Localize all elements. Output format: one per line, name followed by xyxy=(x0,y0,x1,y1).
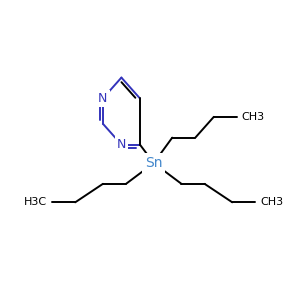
Text: CH3: CH3 xyxy=(242,112,265,122)
Text: Sn: Sn xyxy=(145,156,163,170)
Text: CH3: CH3 xyxy=(260,197,283,207)
Text: N: N xyxy=(98,92,108,105)
Text: N: N xyxy=(117,138,126,151)
Text: H3C: H3C xyxy=(24,197,47,207)
